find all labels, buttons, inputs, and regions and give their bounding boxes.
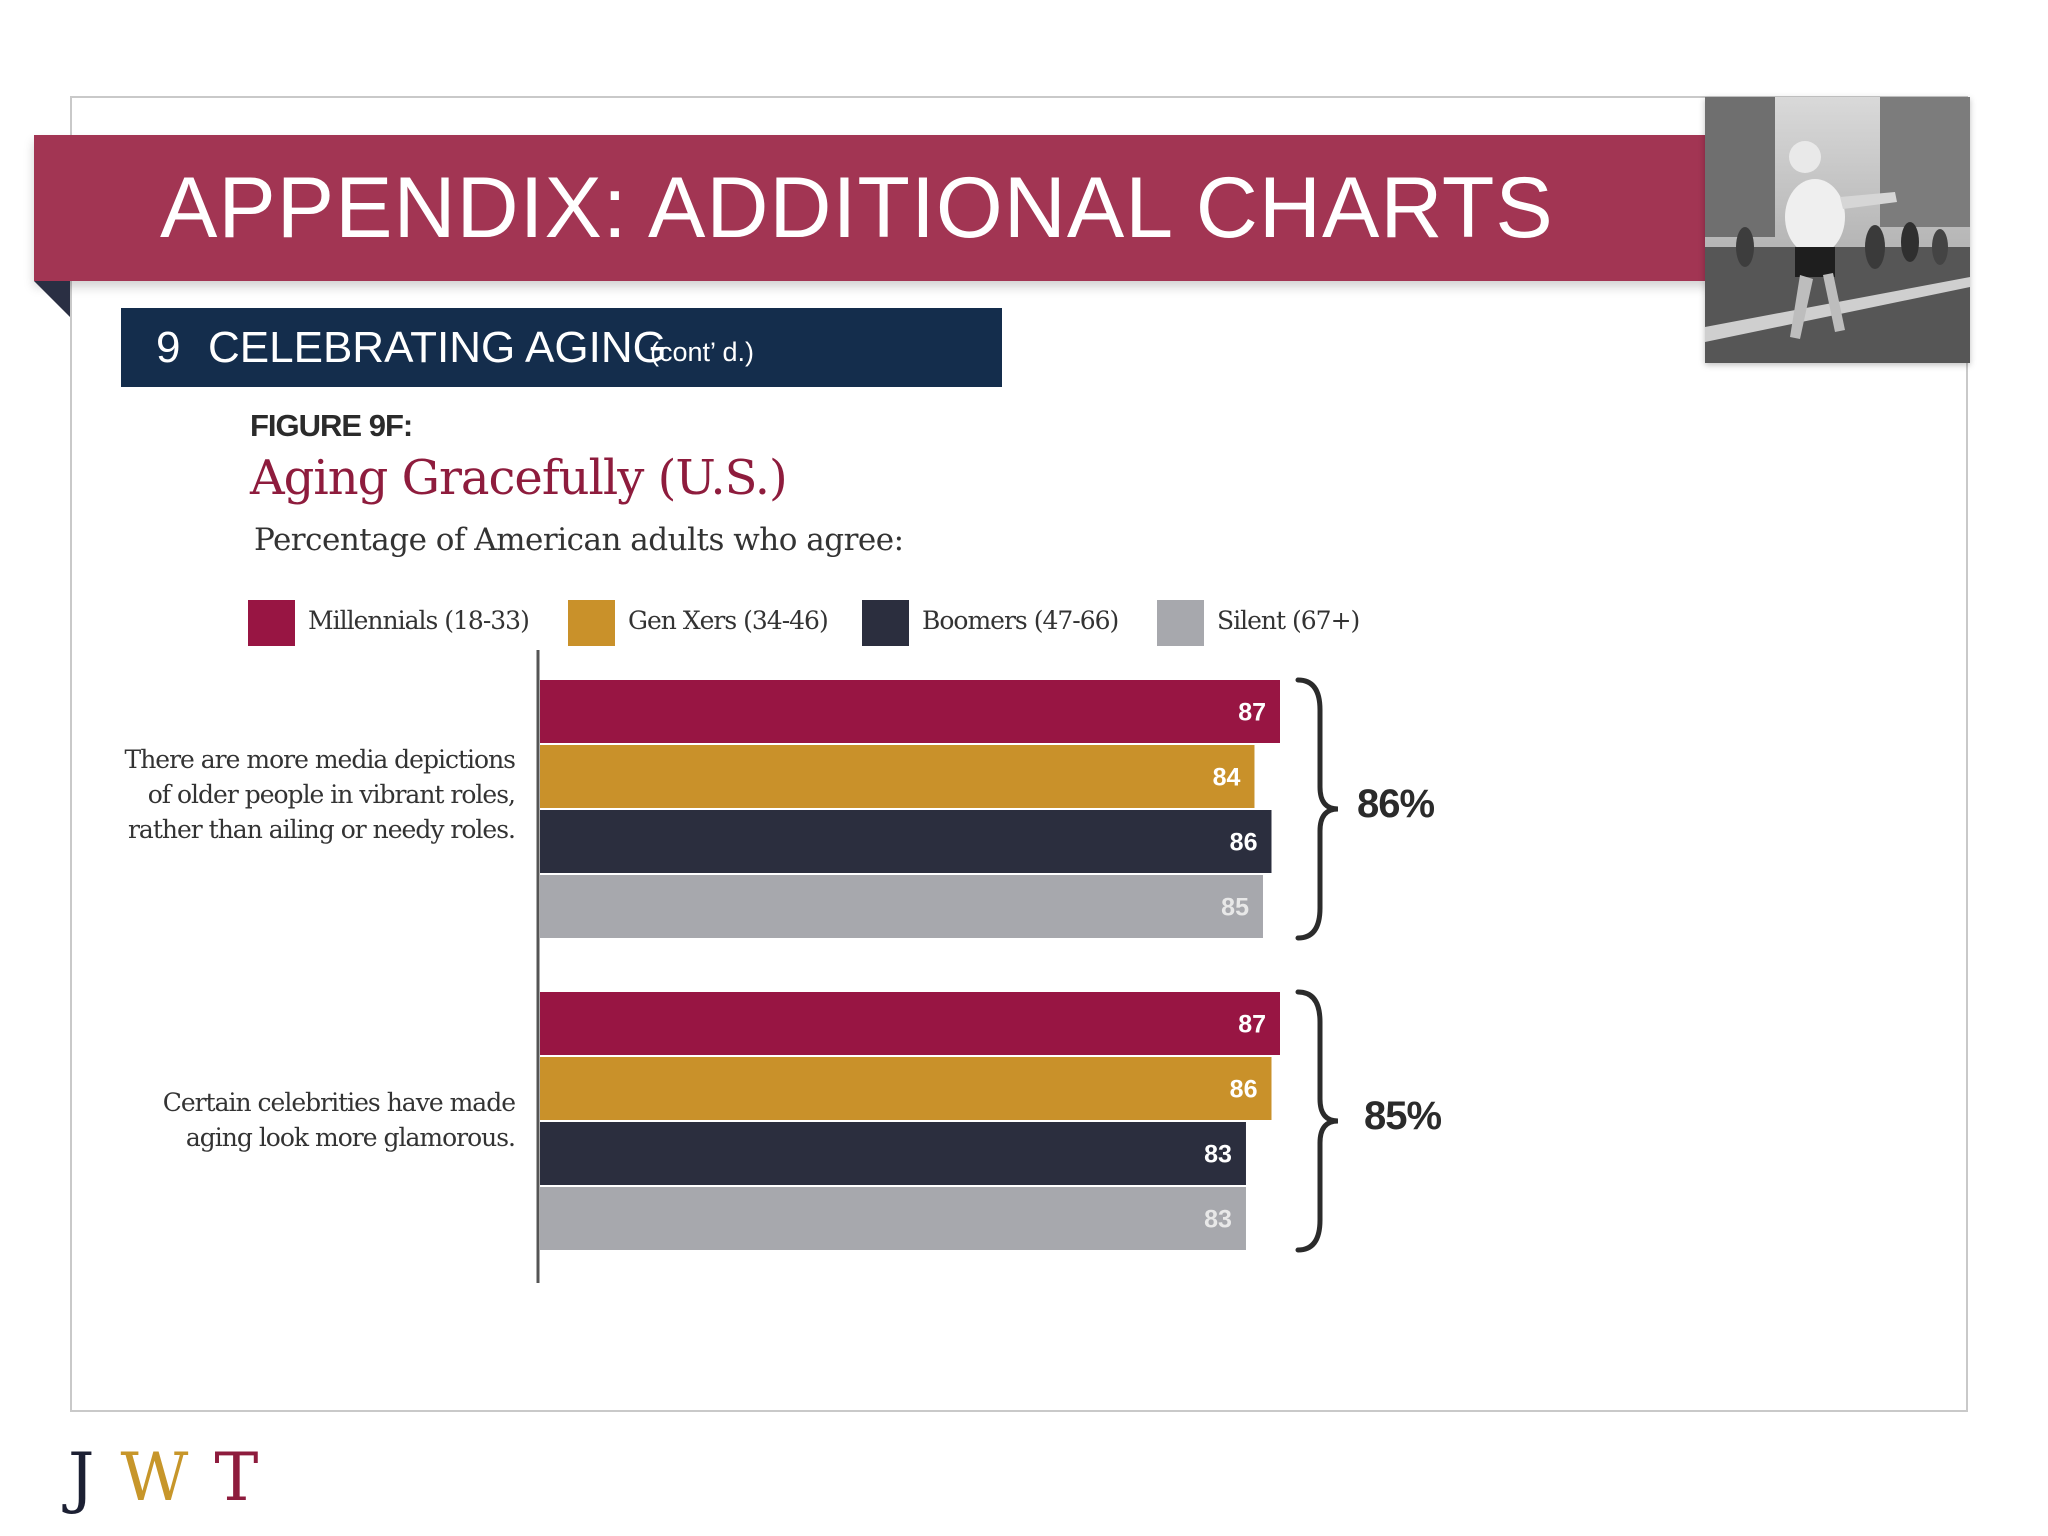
section-title: CELEBRATING AGING xyxy=(208,323,667,372)
category-label-line: aging look more glamorous. xyxy=(185,1123,516,1152)
title-banner-fold xyxy=(34,281,70,317)
category-label-line: of older people in vibrant roles, xyxy=(147,780,516,809)
bar-boomers-group-2 xyxy=(540,1122,1246,1185)
logo-letter-w: W xyxy=(120,1439,189,1516)
bar-value-label: 87 xyxy=(1238,1011,1266,1039)
legend-label-boomers: Boomers (47-66) xyxy=(922,606,1119,635)
section-subtitle: (cont’ d.) xyxy=(650,337,755,367)
bar-millennials-group-2 xyxy=(540,992,1280,1055)
bar-genxers-group-2 xyxy=(540,1057,1272,1120)
runner-photo-image xyxy=(1705,97,1970,363)
figure-label: FIGURE 9F: xyxy=(250,408,413,443)
bar-boomers-group-1 xyxy=(540,810,1272,873)
runner-photo xyxy=(1705,97,1970,363)
bar-value-label: 86 xyxy=(1230,829,1258,857)
legend-label-genxers: Gen Xers (34-46) xyxy=(628,606,829,635)
bar-value-label: 86 xyxy=(1230,1076,1258,1104)
slide-title: APPENDIX: ADDITIONAL CHARTS xyxy=(160,160,1554,256)
title-banner xyxy=(34,135,1710,281)
chart-legend: Millennials (18-33) Gen Xers (34-46) Boo… xyxy=(248,598,1360,648)
group-total-celebrities: 85% xyxy=(1364,1094,1442,1138)
logo-letter-j: J xyxy=(68,1439,95,1516)
category-label-celebrities: Certain celebrities have made aging look… xyxy=(95,1085,516,1155)
legend-swatch-millennials xyxy=(248,600,295,646)
bar-millennials-group-1 xyxy=(540,680,1280,743)
bar-value-label: 85 xyxy=(1221,894,1249,922)
chart-subtitle: Percentage of American adults who agree: xyxy=(254,522,904,558)
logo-letter-t: T xyxy=(214,1439,259,1516)
bar-value-label: 83 xyxy=(1204,1141,1232,1169)
legend-swatch-genxers xyxy=(568,600,615,646)
bar-value-label: 87 xyxy=(1238,699,1266,727)
bar-value-label: 84 xyxy=(1213,764,1241,792)
legend-label-silent: Silent (67+) xyxy=(1217,606,1360,635)
category-label-line: rather than ailing or needy roles. xyxy=(127,815,516,844)
category-label-line: Certain celebrities have made xyxy=(162,1088,516,1117)
bar-silent-group-2 xyxy=(540,1187,1246,1250)
bar-silent-group-1 xyxy=(540,875,1263,938)
group-total-media: 86% xyxy=(1357,782,1435,826)
group-bracket xyxy=(1295,677,1339,941)
legend-swatch-silent xyxy=(1157,600,1204,646)
category-label-line: There are more media depictions xyxy=(124,745,516,774)
group-bracket xyxy=(1295,989,1339,1253)
bar-value-label: 83 xyxy=(1204,1206,1232,1234)
bar-genxers-group-1 xyxy=(540,745,1255,808)
section-number: 9 xyxy=(156,323,181,372)
category-label-media: There are more media depictions of older… xyxy=(95,742,516,847)
section-bar xyxy=(121,308,1002,387)
legend-label-millennials: Millennials (18-33) xyxy=(308,606,530,635)
legend-swatch-boomers xyxy=(862,600,909,646)
chart-title: Aging Gracefully (U.S.) xyxy=(250,450,788,506)
